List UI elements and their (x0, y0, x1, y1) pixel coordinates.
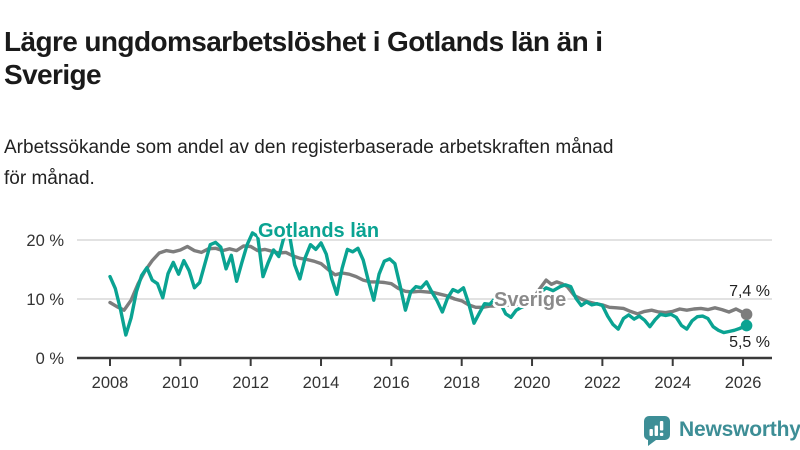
svg-text:20 %: 20 % (26, 232, 64, 250)
svg-text:2012: 2012 (232, 374, 269, 392)
page-title: Lägre ungdomsarbetslöshet i Gotlands län… (4, 25, 603, 91)
chart-subtitle: Arbetssökande som andel av den registerb… (4, 137, 614, 190)
svg-text:2010: 2010 (162, 374, 199, 392)
newsworthy-icon (642, 414, 671, 446)
svg-text:2020: 2020 (514, 374, 551, 392)
newsworthy-logo[interactable]: Newsworthy (642, 414, 800, 446)
svg-text:0 %: 0 % (36, 350, 65, 368)
svg-text:2016: 2016 (373, 374, 410, 392)
newsworthy-wordmark: Newsworthy (679, 418, 800, 441)
line-chart: 2008 2010 2012 2014 2016 2018 2020 2022 2024 2026… (0, 210, 800, 405)
svg-text:2018: 2018 (443, 374, 480, 392)
svg-text:2024: 2024 (654, 374, 691, 392)
series-label-sverige: Sverige (494, 289, 567, 311)
end-value-gotland: 5,5 % (729, 334, 770, 351)
svg-text:2026: 2026 (725, 374, 762, 392)
end-value-sverige: 7,4 % (729, 283, 770, 300)
svg-text:2014: 2014 (303, 374, 340, 392)
svg-text:10 %: 10 % (26, 291, 64, 309)
svg-text:2008: 2008 (92, 374, 129, 392)
series-label-gotlands-lan: Gotlands län (258, 220, 380, 242)
chart-canvas: 2008 2010 2012 2014 2016 2018 2020 2022 2024 2026… (26, 231, 772, 392)
svg-text:2022: 2022 (584, 374, 621, 392)
